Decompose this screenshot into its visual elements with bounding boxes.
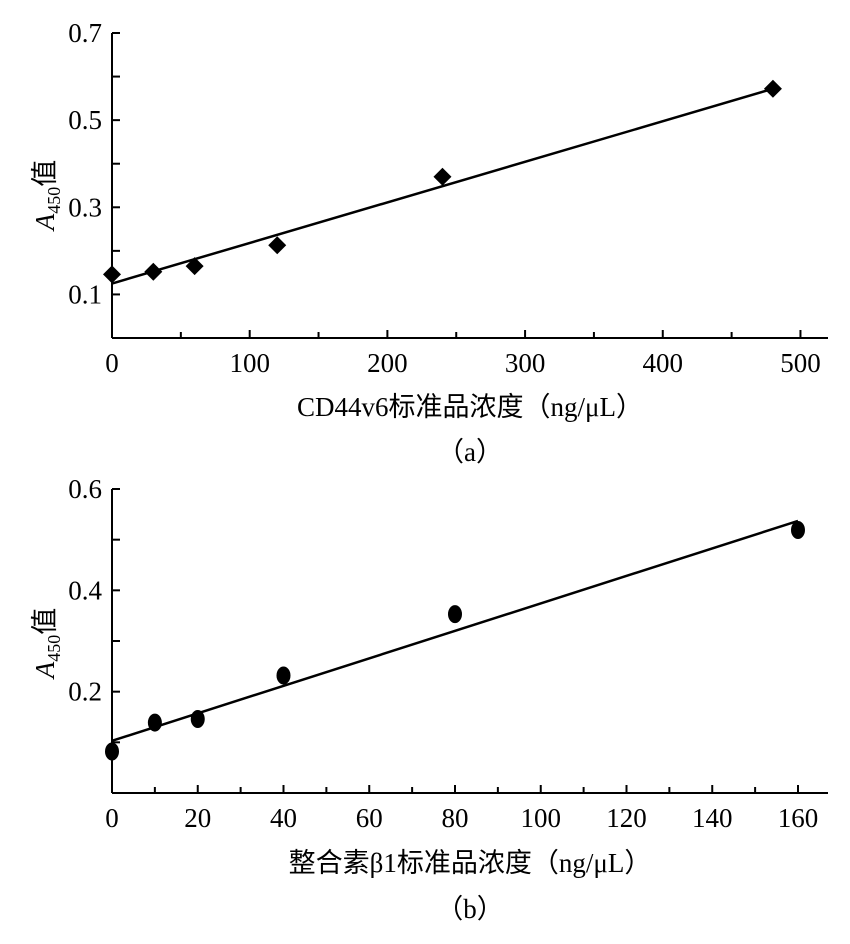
panel-a-x-tick-label: 300: [505, 348, 546, 378]
panel-a-y-tick-label: 0.1: [68, 279, 102, 309]
panel-b-x-tick-label: 60: [356, 803, 383, 833]
panel-a-caption: （a）: [437, 437, 503, 467]
panel-b-y-axis-label-suffix: 值: [30, 608, 60, 635]
panel-b-x-tick-label: 80: [441, 803, 468, 833]
panel-a-data-point: [433, 167, 452, 186]
panel-b-x-axis-label: 整合素β1标准品浓度（ng/μL）: [289, 848, 652, 878]
panel-b-x-tick-label: 40: [270, 803, 297, 833]
panel-b-x-tick-label: 20: [184, 803, 211, 833]
panel-b-data-point: [105, 742, 119, 761]
panel-a-trendline: [111, 87, 774, 285]
panel-b-y-tick-label: 0.6: [68, 474, 102, 504]
panel-a-x-tick-label: 100: [229, 348, 270, 378]
panel-a-data-point: [268, 236, 287, 255]
panel-b-y-tick-label: 0.2: [68, 677, 102, 707]
panel-a-y-axis-label-main: A: [30, 213, 60, 232]
panel-a-data-point: [103, 265, 121, 284]
panel-b-y-axis-label-sub: 450: [44, 635, 64, 662]
panel-b-data-point: [447, 605, 462, 624]
panel-b-y-axis-label: A450值: [30, 608, 64, 681]
panel-a-y-tick-label: 0.7: [68, 18, 102, 48]
panel-b-marks: 0.2 0.4 0.6 0 20 40 60 80 100 120 140 160: [68, 474, 828, 833]
panel-b-data-point: [190, 710, 205, 729]
panel-b-data-point: [276, 666, 291, 685]
panel-b-x-tick-label: 100: [520, 803, 561, 833]
chart-panel-b: 0.2 0.4 0.6 0 20 40 60 80 100 120 140 160 整合素β1标准品浓…: [30, 474, 828, 924]
panel-b-data-point: [147, 713, 162, 732]
panel-a-x-tick-label: 400: [643, 348, 684, 378]
panel-a-y-axis-label-suffix: 值: [30, 160, 60, 187]
panel-b-x-tick-label: 120: [606, 803, 647, 833]
panel-a-data-point: [185, 257, 204, 276]
panel-b-data-point: [790, 521, 805, 540]
panel-a-x-axis-label: CD44v6标准品浓度（ng/μL）: [297, 392, 643, 422]
panel-a-data-point: [144, 262, 163, 281]
panel-a-marks: 0.1 0.3 0.5 0.7 0 100 200 300 400 500: [68, 18, 828, 378]
panel-b-x-tick-label: 0: [105, 803, 119, 833]
panel-a-y-axis-label: A450值: [30, 160, 64, 233]
panel-b-caption: （b）: [436, 894, 504, 924]
panel-a-data-point: [763, 79, 782, 98]
panel-a-y-tick-label: 0.3: [68, 192, 102, 222]
panel-b-y-tick-label: 0.4: [68, 575, 102, 605]
panel-a-y-tick-label: 0.5: [68, 105, 102, 135]
panel-a-y-axis-label-sub: 450: [44, 187, 64, 214]
panel-b-x-tick-label: 160: [778, 803, 819, 833]
panel-b-x-tick-label: 140: [692, 803, 733, 833]
panel-b-y-axis-label-main: A: [30, 661, 60, 680]
panel-a-x-tick-label: 500: [780, 348, 821, 378]
panel-a-x-tick-label: 0: [105, 348, 119, 378]
chart-panel-a: 0.1 0.3 0.5 0.7 0 100 200 300 400 500 CD44v6标准品浓度…: [30, 18, 828, 467]
panel-b-trendline: [111, 519, 799, 743]
panel-a-x-tick-label: 200: [367, 348, 408, 378]
